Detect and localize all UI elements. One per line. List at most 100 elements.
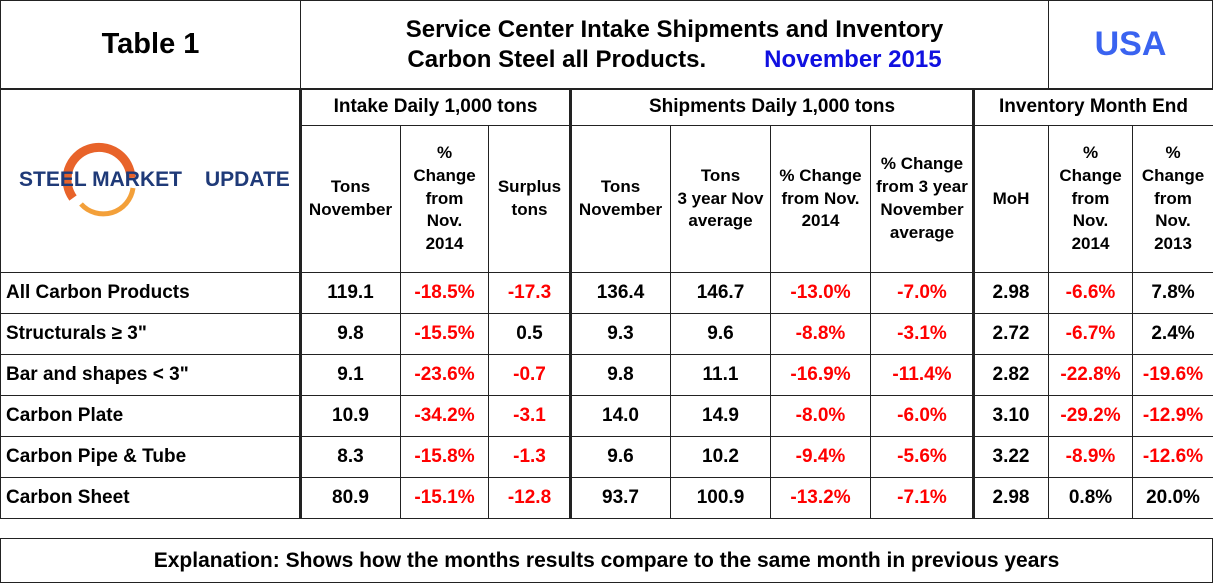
data-cell: 7.8% bbox=[1132, 272, 1213, 314]
logo-brand: STEEL MARKET bbox=[19, 168, 182, 191]
row-label-cell: Bar and shapes < 3" bbox=[0, 354, 301, 396]
cell-value: -13.0% bbox=[790, 281, 851, 303]
data-cell: -3.1 bbox=[488, 395, 571, 437]
data-cell: -22.8% bbox=[1048, 354, 1133, 396]
cell-value: -12.9% bbox=[1142, 404, 1204, 426]
cell-value: 136.4 bbox=[596, 281, 645, 303]
data-cell: -0.7 bbox=[488, 354, 571, 396]
data-cell: 0.8% bbox=[1048, 477, 1133, 519]
data-cell: 9.6 bbox=[570, 436, 671, 478]
cell-value: 11.1 bbox=[702, 363, 739, 385]
column-header: November bbox=[880, 200, 964, 219]
data-cell: 9.8 bbox=[300, 313, 401, 355]
column-header: Tons bbox=[600, 177, 641, 197]
logo-tagline: UPDATE bbox=[205, 168, 290, 191]
data-cell: -7.1% bbox=[870, 477, 974, 519]
column-header: Change bbox=[1141, 165, 1205, 185]
data-cell: -9.4% bbox=[770, 436, 871, 478]
data-cell: 0.5 bbox=[488, 313, 571, 355]
cell-value: 93.7 bbox=[602, 486, 639, 508]
cell-value: -0.7 bbox=[513, 363, 546, 385]
footer-cell: Explanation: Shows how the months result… bbox=[0, 538, 1213, 583]
section-divider bbox=[569, 89, 572, 519]
data-cell: 8.3 bbox=[300, 436, 401, 478]
cell-value: 3.10 bbox=[992, 404, 1030, 426]
cell-value: 100.9 bbox=[696, 486, 745, 508]
column-header: % bbox=[1082, 142, 1099, 162]
cell-value: -13.2% bbox=[790, 486, 851, 508]
cell-value: 2.72 bbox=[992, 322, 1030, 344]
cell-value: -22.8% bbox=[1060, 363, 1121, 385]
data-cell: -34.2% bbox=[400, 395, 489, 437]
section-divider bbox=[972, 89, 975, 519]
row-label: Structurals ≥ 3" bbox=[6, 322, 147, 344]
footer-text: Explanation: Shows how the months result… bbox=[153, 548, 1060, 572]
data-cell: 9.1 bbox=[300, 354, 401, 396]
cell-value: 9.3 bbox=[607, 322, 634, 344]
column-header: average bbox=[889, 222, 955, 242]
column-header: % bbox=[1165, 142, 1181, 162]
data-cell: 9.8 bbox=[570, 354, 671, 396]
column-header: Nov. bbox=[1155, 211, 1191, 231]
logo-cell: STEEL MARKET UPDATE bbox=[0, 89, 301, 273]
title-line: Carbon Steel all Products. bbox=[407, 45, 707, 73]
cell-value: -12.8 bbox=[507, 486, 552, 508]
data-cell: -12.6% bbox=[1132, 436, 1213, 478]
data-cell: -11.4% bbox=[870, 354, 974, 396]
region-cell: USA bbox=[1048, 0, 1213, 89]
column-header: from 3 year bbox=[876, 177, 968, 197]
cell-value: -16.9% bbox=[790, 363, 851, 385]
column-header-cell: Tons 3 year Nov average bbox=[670, 125, 771, 273]
title-line-2: Carbon Steel all Products. November 2015 bbox=[407, 45, 941, 75]
logo-swoosh bbox=[62, 142, 135, 201]
column-header: 2014 bbox=[801, 211, 840, 231]
cell-value: -34.2% bbox=[414, 404, 475, 426]
data-cell: -13.2% bbox=[770, 477, 871, 519]
column-header: from Nov. bbox=[781, 188, 860, 208]
cell-value: 8.3 bbox=[337, 445, 364, 467]
data-cell: 146.7 bbox=[670, 272, 771, 314]
row-label: Carbon Sheet bbox=[6, 486, 130, 508]
data-cell: -19.6% bbox=[1132, 354, 1213, 396]
data-cell: -12.8 bbox=[488, 477, 571, 519]
cell-value: 119.1 bbox=[327, 281, 374, 303]
cell-value: -8.8% bbox=[795, 322, 846, 344]
row-label: All Carbon Products bbox=[6, 281, 190, 303]
cell-value: 2.98 bbox=[992, 281, 1030, 303]
cell-value: -8.9% bbox=[1065, 445, 1116, 467]
column-header: Nov. bbox=[1072, 211, 1109, 231]
cell-value: 3.22 bbox=[992, 445, 1030, 467]
data-cell: -15.5% bbox=[400, 313, 489, 355]
cell-value: 2.98 bbox=[992, 486, 1030, 508]
column-header-cell: % Change from Nov. 2014 bbox=[770, 125, 871, 273]
data-cell: -6.6% bbox=[1048, 272, 1133, 314]
group-header-cell: Inventory Month End bbox=[973, 89, 1213, 126]
cell-value: -3.1% bbox=[897, 322, 947, 344]
data-cell: -6.7% bbox=[1048, 313, 1133, 355]
cell-value: -7.0% bbox=[897, 281, 947, 303]
data-cell: -12.9% bbox=[1132, 395, 1213, 437]
column-header: tons bbox=[511, 200, 548, 219]
cell-value: -12.6% bbox=[1142, 445, 1204, 467]
cell-value: 9.1 bbox=[337, 363, 364, 385]
group-header: Shipments Daily 1,000 tons bbox=[648, 96, 896, 118]
data-cell: -1.3 bbox=[488, 436, 571, 478]
data-cell: -29.2% bbox=[1048, 395, 1133, 437]
column-header: Tons bbox=[330, 177, 371, 197]
data-cell: 11.1 bbox=[670, 354, 771, 396]
data-cell: 3.22 bbox=[973, 436, 1049, 478]
cell-value: -29.2% bbox=[1060, 404, 1121, 426]
data-cell: -8.8% bbox=[770, 313, 871, 355]
cell-value: 0.5 bbox=[516, 322, 543, 344]
column-header: % Change bbox=[880, 154, 964, 174]
data-cell: 3.10 bbox=[973, 395, 1049, 437]
data-cell: -3.1% bbox=[870, 313, 974, 355]
cell-value: 9.6 bbox=[607, 445, 634, 467]
data-cell: 136.4 bbox=[570, 272, 671, 314]
report-date: November 2015 bbox=[764, 45, 942, 73]
cell-value: -18.5% bbox=[414, 281, 475, 303]
data-cell: 14.0 bbox=[570, 395, 671, 437]
column-header: 3 year Nov bbox=[677, 188, 764, 208]
data-cell: 2.82 bbox=[973, 354, 1049, 396]
